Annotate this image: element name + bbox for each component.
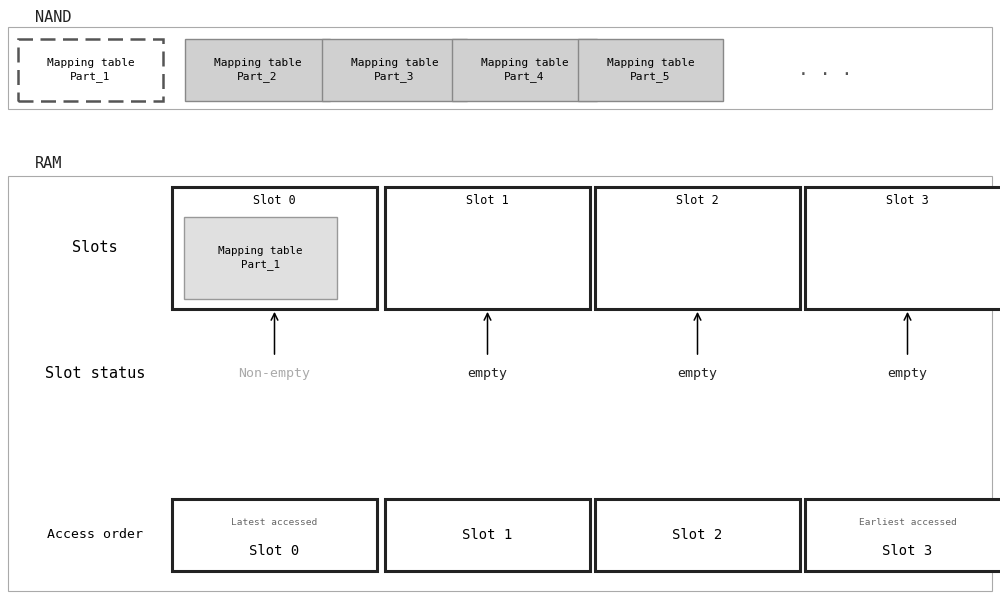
Text: Mapping table
Part_1: Mapping table Part_1 [47, 58, 134, 82]
Text: Mapping table
Part_1: Mapping table Part_1 [218, 246, 303, 270]
Text: RAM: RAM [35, 156, 62, 171]
Text: Slots: Slots [72, 240, 118, 255]
Text: empty: empty [678, 367, 718, 379]
FancyBboxPatch shape [8, 176, 992, 591]
FancyBboxPatch shape [172, 499, 377, 571]
FancyBboxPatch shape [805, 499, 1000, 571]
Text: Mapping table
Part_4: Mapping table Part_4 [481, 58, 568, 82]
Text: . . .: . . . [798, 61, 852, 79]
FancyBboxPatch shape [578, 39, 723, 101]
Text: NAND: NAND [35, 10, 72, 25]
FancyBboxPatch shape [18, 39, 163, 101]
Text: Slot 0: Slot 0 [253, 195, 296, 207]
Text: Slot status: Slot status [45, 365, 145, 380]
Text: Slot 0: Slot 0 [249, 544, 300, 558]
FancyBboxPatch shape [185, 39, 330, 101]
Text: Mapping table
Part_5: Mapping table Part_5 [607, 58, 694, 82]
Text: empty: empty [468, 367, 508, 379]
FancyBboxPatch shape [595, 187, 800, 309]
FancyBboxPatch shape [184, 217, 337, 299]
FancyBboxPatch shape [8, 27, 992, 109]
Text: Slot 2: Slot 2 [676, 195, 719, 207]
FancyBboxPatch shape [385, 187, 590, 309]
FancyBboxPatch shape [322, 39, 467, 101]
FancyBboxPatch shape [595, 499, 800, 571]
Text: Mapping table
Part_3: Mapping table Part_3 [351, 58, 438, 82]
FancyBboxPatch shape [452, 39, 597, 101]
Text: empty: empty [888, 367, 928, 379]
Text: Slot 1: Slot 1 [466, 195, 509, 207]
FancyBboxPatch shape [172, 187, 377, 309]
FancyBboxPatch shape [385, 499, 590, 571]
Text: Latest accessed: Latest accessed [231, 517, 318, 526]
Text: Mapping table
Part_2: Mapping table Part_2 [214, 58, 301, 82]
Text: Non-empty: Non-empty [239, 367, 310, 379]
Text: Access order: Access order [47, 528, 143, 542]
FancyBboxPatch shape [805, 187, 1000, 309]
Text: Earliest accessed: Earliest accessed [859, 517, 956, 526]
Text: Slot 1: Slot 1 [462, 528, 513, 542]
Text: Slot 3: Slot 3 [882, 544, 933, 558]
Text: Slot 3: Slot 3 [886, 195, 929, 207]
Text: Slot 2: Slot 2 [672, 528, 723, 542]
